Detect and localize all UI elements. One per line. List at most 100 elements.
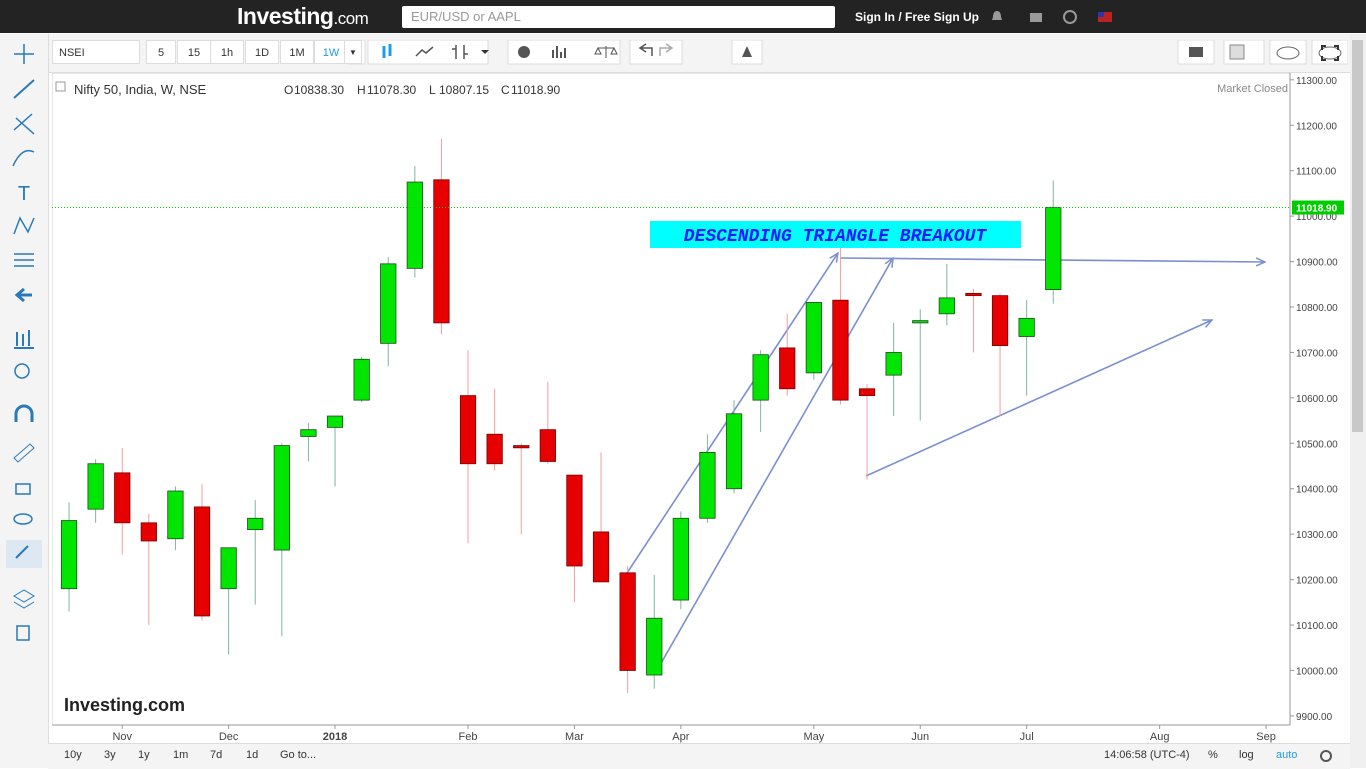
- range-button[interactable]: 1d: [246, 749, 259, 761]
- remove-tool[interactable]: [14, 287, 32, 303]
- lock-tool[interactable]: [15, 483, 31, 495]
- range-button[interactable]: 7d: [210, 749, 223, 761]
- candle-body: [140, 522, 157, 542]
- range-button[interactable]: 1y: [138, 749, 150, 761]
- trendline[interactable]: [659, 258, 893, 666]
- x-tick-label: Aug: [1150, 731, 1170, 743]
- collapse-button[interactable]: [55, 81, 66, 92]
- candle-body: [779, 347, 796, 390]
- candle-body: [486, 433, 503, 465]
- logo[interactable]: Investing.com: [237, 3, 369, 30]
- auto-toggle[interactable]: auto: [1276, 749, 1298, 761]
- search-box[interactable]: EUR/USD or AAPL: [402, 6, 835, 28]
- x-tick-label: 2018: [323, 731, 347, 743]
- trendline[interactable]: [865, 320, 1212, 477]
- annotation[interactable]: DESCENDING TRIANGLE BREAKOUT: [684, 227, 988, 247]
- trendline[interactable]: [626, 253, 838, 574]
- brush-tool[interactable]: [12, 149, 35, 167]
- ohlc-value: 11018.90: [511, 83, 560, 97]
- candle-body: [912, 320, 929, 324]
- magnet-tool[interactable]: [14, 404, 34, 422]
- sign-in-link[interactable]: Sign In / Free Sign Up: [855, 10, 980, 24]
- candle-body: [87, 463, 104, 510]
- line-icon[interactable]: [415, 46, 434, 57]
- flag-icon[interactable]: [1098, 12, 1112, 22]
- camera-icon[interactable]: [1189, 47, 1203, 57]
- candle-body: [752, 354, 769, 401]
- symbol-input[interactable]: NSEI: [52, 40, 140, 64]
- alert-icon[interactable]: [742, 46, 752, 57]
- candle-body: [539, 429, 556, 462]
- goto-button[interactable]: Go to...: [280, 749, 317, 761]
- percent-toggle[interactable]: %: [1208, 749, 1218, 761]
- layers-tool[interactable]: [13, 589, 35, 609]
- candle-body: [965, 292, 982, 297]
- x-tick-label: Feb: [459, 731, 478, 743]
- x-tick-label: Nov: [112, 731, 132, 743]
- candle-body: [273, 445, 290, 551]
- hide-tool[interactable]: [13, 513, 33, 525]
- scrollbar-thumb[interactable]: [1352, 40, 1363, 432]
- scale-tool[interactable]: [14, 330, 34, 349]
- interval-button[interactable]: 1W: [314, 40, 348, 64]
- fullscreen-icon[interactable]: [1318, 42, 1342, 64]
- clock-icon[interactable]: [1063, 10, 1077, 24]
- trendlines: [626, 253, 1265, 666]
- range-button[interactable]: 10y: [64, 749, 82, 761]
- bell-icon[interactable]: [992, 11, 1002, 21]
- trendline-tool[interactable]: [13, 79, 35, 99]
- settings-icon[interactable]: [518, 46, 530, 58]
- candle-body: [513, 445, 530, 449]
- text-tool[interactable]: T: [18, 183, 30, 205]
- y-tick-label: 10200.00: [1296, 576, 1338, 587]
- plot-area: [52, 73, 1291, 726]
- candle-body: [1045, 207, 1062, 290]
- prediction-tool[interactable]: [14, 253, 34, 267]
- candle-body: [300, 429, 317, 437]
- settings-icon[interactable]: [1318, 748, 1334, 764]
- candle-body: [646, 617, 663, 676]
- zoom-tool[interactable]: [14, 363, 30, 379]
- ohlc-value: 10838.30: [294, 83, 344, 97]
- bars-icon[interactable]: [452, 45, 468, 59]
- interval-button[interactable]: 5: [146, 40, 176, 64]
- layout-icon[interactable]: [1229, 44, 1245, 60]
- delete-tool[interactable]: [16, 625, 30, 641]
- interval-button[interactable]: 1h: [210, 40, 244, 64]
- y-tick-label: 11200.00: [1296, 121, 1337, 132]
- undo-icon[interactable]: [638, 43, 653, 56]
- last-price-label: 11018.90: [1296, 204, 1338, 215]
- pattern-tool[interactable]: [13, 216, 35, 235]
- last-price-box: [1292, 200, 1344, 215]
- interval-button[interactable]: 1D: [245, 40, 279, 64]
- candle-body: [193, 506, 211, 617]
- stay-drawing-tool[interactable]: [13, 443, 35, 463]
- interval-button[interactable]: 1M: [280, 40, 314, 64]
- ohlc-label: H: [357, 83, 366, 97]
- crosshair-tool[interactable]: [14, 44, 34, 64]
- redo-icon[interactable]: [659, 43, 674, 56]
- cloud-load-icon[interactable]: [1276, 46, 1300, 60]
- link-tool[interactable]: [15, 545, 29, 559]
- indicators-icon[interactable]: [552, 46, 566, 58]
- candle-body: [326, 415, 344, 428]
- x-tick-label: Apr: [672, 731, 689, 743]
- candles-icon[interactable]: [382, 44, 392, 58]
- candle-body: [725, 413, 743, 490]
- interval-dropdown[interactable]: ▼: [344, 40, 362, 64]
- toolbar-icons: [348, 40, 1348, 65]
- y-tick-label: 10300.00: [1296, 530, 1338, 541]
- bottom-bar: 14:06:58 (UTC-4) % log auto 10y 3y 1y 1m 7d 1…: [48, 743, 1350, 769]
- fib-tool[interactable]: [13, 113, 35, 135]
- interval-button[interactable]: 15: [177, 40, 211, 64]
- briefcase-icon[interactable]: [1030, 13, 1042, 22]
- y-tick-label: 11300.00: [1296, 76, 1337, 87]
- chart: DESCENDING TRIANGLE BREAKOUT Nifty 50, I…: [52, 73, 1344, 743]
- range-button[interactable]: 1m: [173, 749, 189, 761]
- range-button[interactable]: 3y: [104, 749, 116, 761]
- log-toggle[interactable]: log: [1239, 749, 1254, 761]
- drawing-tools: T: [0, 34, 49, 768]
- compare-icon[interactable]: [594, 46, 618, 58]
- candle-body: [938, 297, 955, 315]
- cloud-save-icon[interactable]: [1318, 46, 1342, 60]
